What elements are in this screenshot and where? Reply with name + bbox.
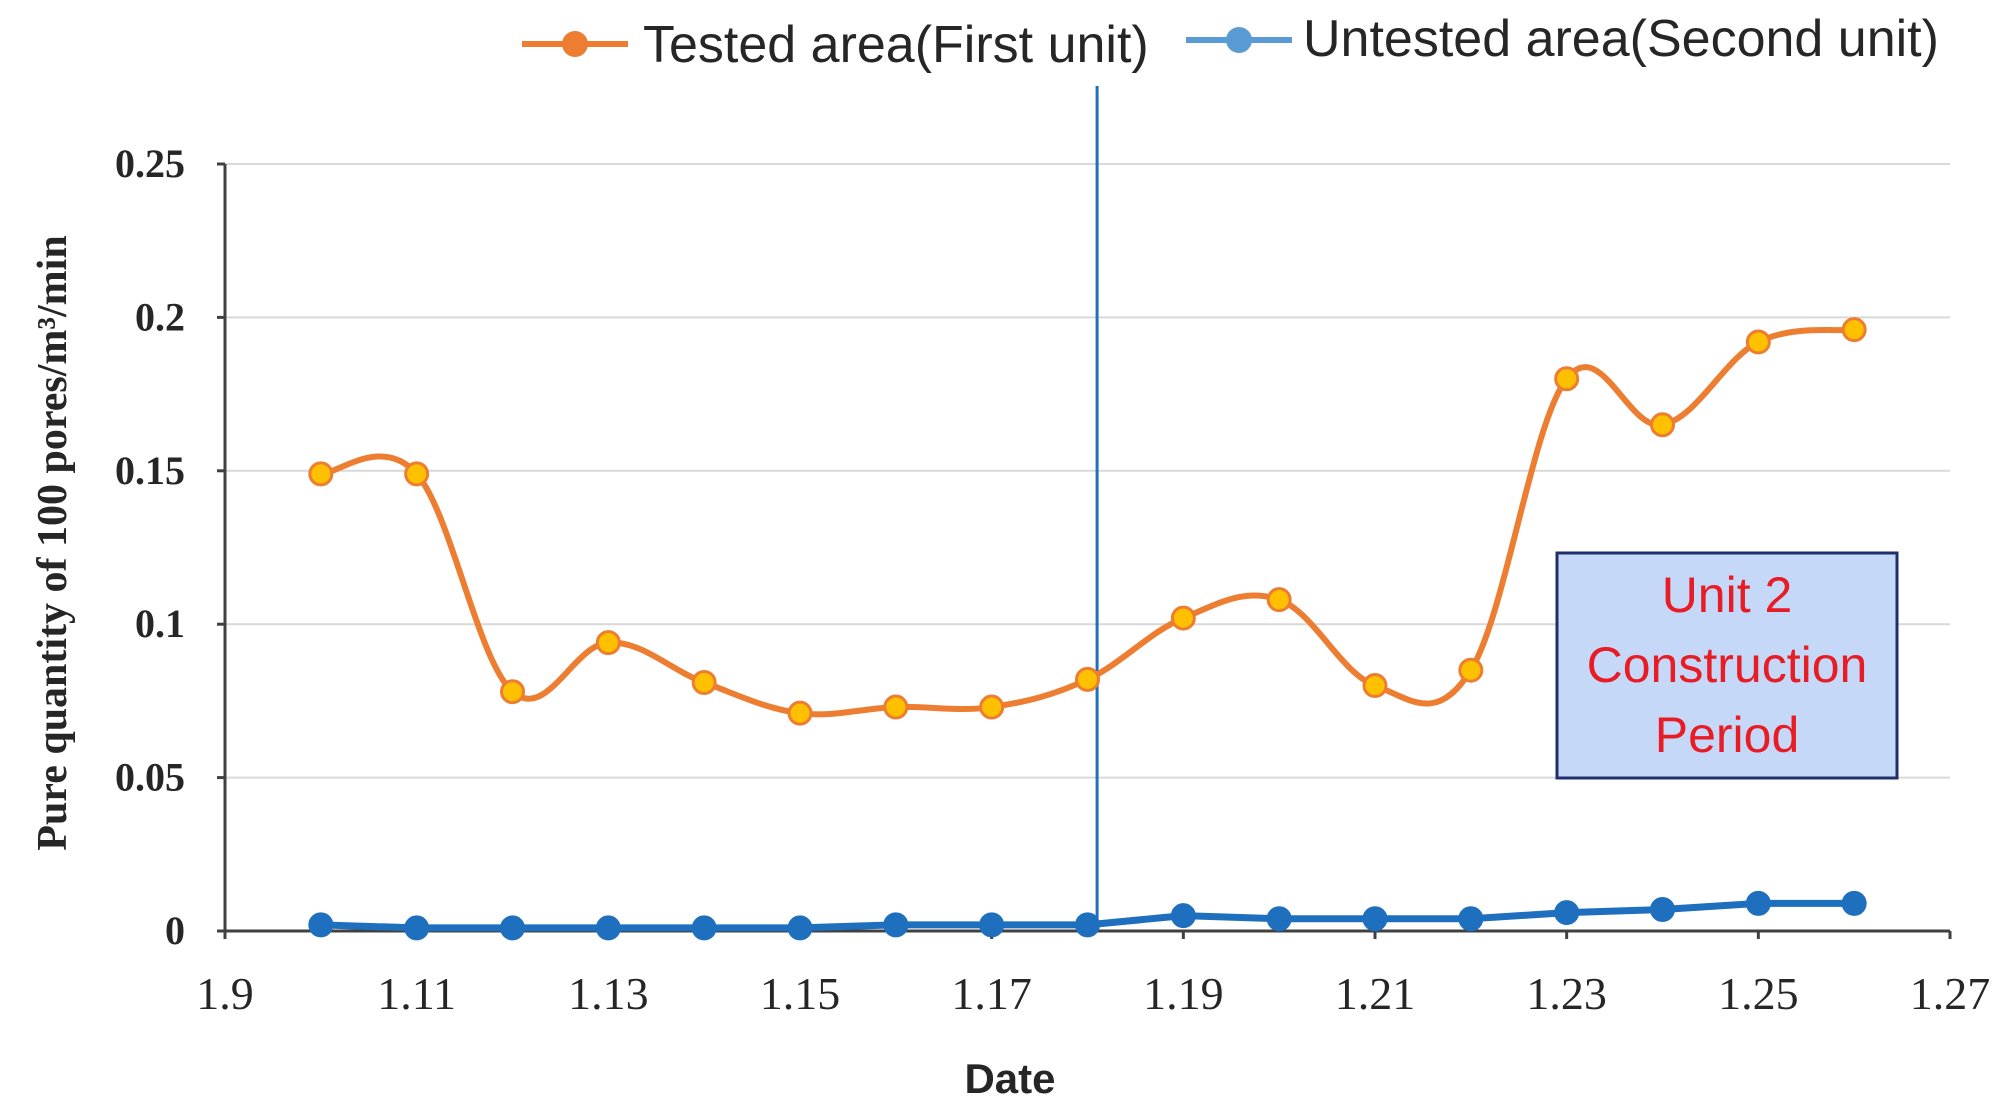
data-point	[1841, 890, 1867, 916]
y-tick-label: 0	[165, 908, 185, 953]
data-point	[1554, 900, 1580, 926]
data-point	[404, 461, 430, 487]
data-point	[1170, 903, 1196, 929]
data-point	[1170, 605, 1196, 631]
series-line	[320, 326, 1855, 718]
annotation-line-2: Construction	[1587, 637, 1868, 693]
legend-label-untested: Untested area(Second unit)	[1303, 10, 1939, 68]
data-point	[1841, 317, 1867, 343]
annotation-line-1: Unit 2	[1662, 567, 1793, 623]
legend-label-tested: Tested area(First unit)	[643, 16, 1149, 74]
data-point	[1745, 890, 1771, 916]
x-tick-label: 1.9	[196, 968, 254, 1019]
data-point	[500, 679, 525, 705]
gridlines	[225, 163, 1950, 779]
data-point	[1650, 412, 1675, 438]
data-point	[1554, 366, 1580, 392]
series-tested	[308, 317, 1867, 726]
data-point	[1075, 666, 1100, 692]
x-tick-label: 1.17	[951, 968, 1032, 1019]
data-point	[1362, 906, 1388, 932]
data-point	[308, 912, 334, 938]
annotation-box: Unit 2 Construction Period	[1555, 551, 1899, 780]
data-point	[1075, 912, 1100, 938]
data-point	[1266, 906, 1292, 932]
data-point	[883, 912, 909, 938]
y-tick-label: 0.05	[115, 755, 185, 800]
legend-marker-untested	[1226, 27, 1252, 53]
data-point	[787, 700, 813, 726]
data-point	[1458, 906, 1484, 932]
y-tick-labels: 0 0.05 0.1 0.15 0.2 0.25	[115, 141, 185, 953]
data-point	[308, 461, 334, 487]
legend-marker-tested	[562, 31, 588, 57]
x-tick-label: 1.23	[1526, 968, 1607, 1019]
data-point	[595, 915, 621, 941]
y-tick-label: 0.2	[135, 294, 185, 339]
data-point	[979, 912, 1005, 938]
y-axis-title: Pure quantity of 100 pores/m³/min	[30, 235, 76, 850]
x-tick-label: 1.21	[1335, 968, 1416, 1019]
x-tick-label: 1.27	[1910, 968, 1991, 1019]
data-point	[1745, 329, 1771, 355]
x-tick-label: 1.19	[1143, 968, 1224, 1019]
x-tick-labels: 1.9 1.11 1.13 1.15 1.17 1.19 1.21 1.23 1.25 1.27	[196, 968, 1990, 1019]
legend-item-untested: Untested area(Second unit)	[1186, 10, 1939, 68]
data-point	[1650, 897, 1675, 923]
data-point	[500, 915, 525, 941]
annotation-rect	[1555, 551, 1899, 780]
data-point	[1362, 673, 1388, 699]
data-point	[691, 915, 717, 941]
data-point	[979, 694, 1005, 720]
data-point	[883, 694, 909, 720]
data-point	[595, 630, 621, 656]
x-tick-label: 1.15	[760, 968, 841, 1019]
data-point	[1266, 587, 1292, 613]
y-tick-label: 0.1	[135, 601, 185, 646]
x-tick-label: 1.11	[377, 968, 456, 1019]
data-point	[1458, 657, 1484, 683]
series-untested	[308, 890, 1867, 941]
y-tick-label: 0.15	[115, 448, 185, 493]
legend-item-tested: Tested area(First unit)	[522, 16, 1149, 74]
annotation-line-3: Period	[1655, 707, 1800, 763]
x-tick-label: 1.13	[568, 968, 649, 1019]
x-tick-label: 1.25	[1718, 968, 1799, 1019]
x-axis-title: Date	[964, 1055, 1055, 1102]
series-layer	[308, 317, 1867, 941]
y-tick-label: 0.25	[115, 141, 185, 186]
data-point	[787, 915, 813, 941]
legend: Tested area(First unit) Untested area(Se…	[522, 10, 1939, 74]
data-point	[691, 669, 717, 695]
data-point	[404, 915, 430, 941]
